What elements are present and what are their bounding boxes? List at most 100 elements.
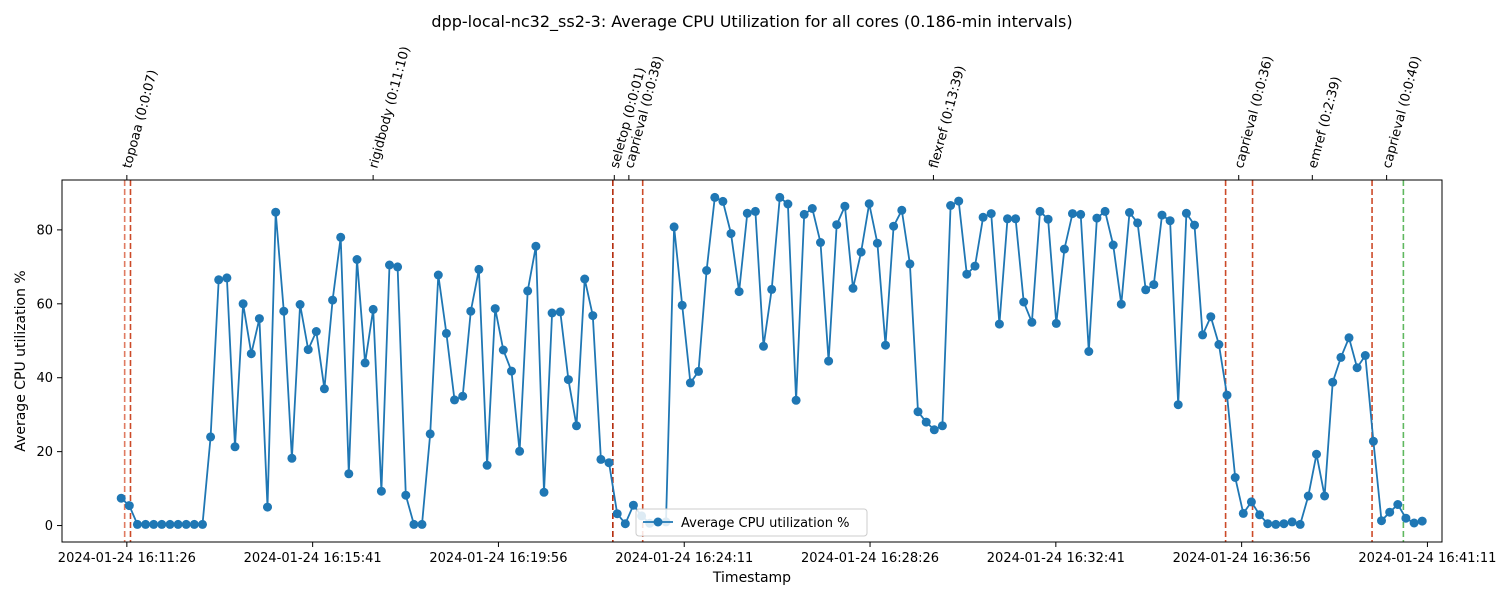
data-point <box>206 432 216 442</box>
data-point <box>1116 299 1126 309</box>
data-point <box>1125 208 1134 217</box>
data-point <box>1149 280 1159 290</box>
data-point <box>1019 297 1029 307</box>
axes: 0 20 40 60 80 2024-01-24 16:11:26 2024-01-24 1… <box>36 223 1496 566</box>
stage-annotation: topoaa (0:0:07) <box>120 68 161 170</box>
data-point <box>303 345 313 355</box>
data-point <box>710 192 720 202</box>
data-point <box>271 207 281 217</box>
data-point <box>1157 210 1167 220</box>
data-point <box>734 287 744 297</box>
data-point <box>474 264 484 274</box>
data-point <box>889 221 899 231</box>
data-point <box>1092 213 1102 223</box>
data-point <box>132 519 142 529</box>
data-point <box>238 299 248 309</box>
data-point <box>1108 240 1118 250</box>
data-point <box>319 384 329 394</box>
data-point <box>685 378 695 388</box>
data-point <box>563 375 573 385</box>
data-point <box>450 395 459 405</box>
data-point <box>1344 333 1354 343</box>
data-point <box>482 460 492 470</box>
stage-marker-lines <box>123 180 1405 542</box>
data-point <box>124 501 134 511</box>
data-point <box>531 241 541 251</box>
data-point <box>441 328 451 338</box>
data-point <box>328 295 338 305</box>
series-layer <box>116 192 1427 529</box>
data-point <box>1312 449 1321 459</box>
data-point <box>246 349 256 359</box>
legend-label: Average CPU utilization % <box>681 516 849 531</box>
data-point <box>881 340 890 350</box>
data-point <box>1271 519 1281 529</box>
x-tick-label: 2024-01-24 16:24:11 <box>615 551 753 566</box>
data-point <box>694 366 703 376</box>
data-point <box>1068 209 1077 219</box>
data-point <box>1238 508 1248 518</box>
data-point <box>222 273 232 283</box>
data-point <box>1084 347 1094 356</box>
data-point <box>344 469 354 479</box>
data-point <box>1295 519 1305 529</box>
x-tick-label: 2024-01-24 16:36:56 <box>1173 551 1311 566</box>
data-point <box>848 283 858 293</box>
data-point <box>1206 312 1216 322</box>
data-point <box>856 247 866 257</box>
data-point <box>816 238 825 247</box>
data-point <box>921 417 931 427</box>
data-point <box>1303 491 1313 501</box>
data-point <box>946 201 956 210</box>
stage-annotation: flexref (0:13:39) <box>927 64 969 170</box>
data-point <box>555 307 565 317</box>
data-point <box>385 260 394 270</box>
data-point <box>913 407 923 417</box>
data-point <box>702 266 712 275</box>
data-point <box>539 487 549 497</box>
data-point <box>986 209 996 219</box>
x-tick-label: 2024-01-24 16:15:41 <box>244 551 382 566</box>
data-point <box>311 327 321 336</box>
data-point <box>376 486 386 496</box>
data-point <box>214 275 224 285</box>
chart-title: dpp-local-nc32_ss2-3: Average CPU Utiliz… <box>431 12 1072 32</box>
x-tick-label: 2024-01-24 16:11:26 <box>58 551 196 566</box>
data-point <box>1043 214 1053 224</box>
data-point <box>1401 513 1411 523</box>
data-point <box>352 255 362 264</box>
y-axis-label: Average CPU utilization % <box>13 270 29 451</box>
data-point <box>897 205 907 215</box>
data-point <box>1320 491 1330 501</box>
stage-annotations: topoaa (0:0:07) rigidbody (0:11:10) seleto… <box>120 45 1424 180</box>
data-point <box>1035 206 1045 216</box>
data-point <box>360 358 370 368</box>
data-point <box>596 454 606 464</box>
data-point <box>173 519 183 529</box>
data-point <box>1263 519 1273 529</box>
data-point <box>807 204 817 213</box>
x-axis-label: Timestamp <box>712 570 791 586</box>
data-point <box>840 201 850 211</box>
data-point <box>572 421 581 431</box>
data-point <box>498 345 508 355</box>
data-point <box>726 229 736 239</box>
data-point <box>1246 497 1256 507</box>
data-point <box>1393 500 1403 509</box>
data-point <box>1051 318 1061 328</box>
data-point <box>994 319 1004 329</box>
data-point <box>718 196 728 206</box>
data-point <box>181 519 191 529</box>
data-point <box>116 493 126 503</box>
data-point <box>864 199 874 209</box>
stage-annotation: rigidbody (0:11:10) <box>366 45 413 170</box>
data-point <box>872 238 882 248</box>
data-point <box>1011 214 1021 224</box>
data-point <box>1181 208 1191 218</box>
data-point <box>1027 317 1037 327</box>
data-point <box>1100 206 1110 216</box>
data-point <box>1328 377 1338 387</box>
data-point <box>937 421 947 431</box>
x-tick-label: 2024-01-24 16:28:26 <box>801 551 939 566</box>
